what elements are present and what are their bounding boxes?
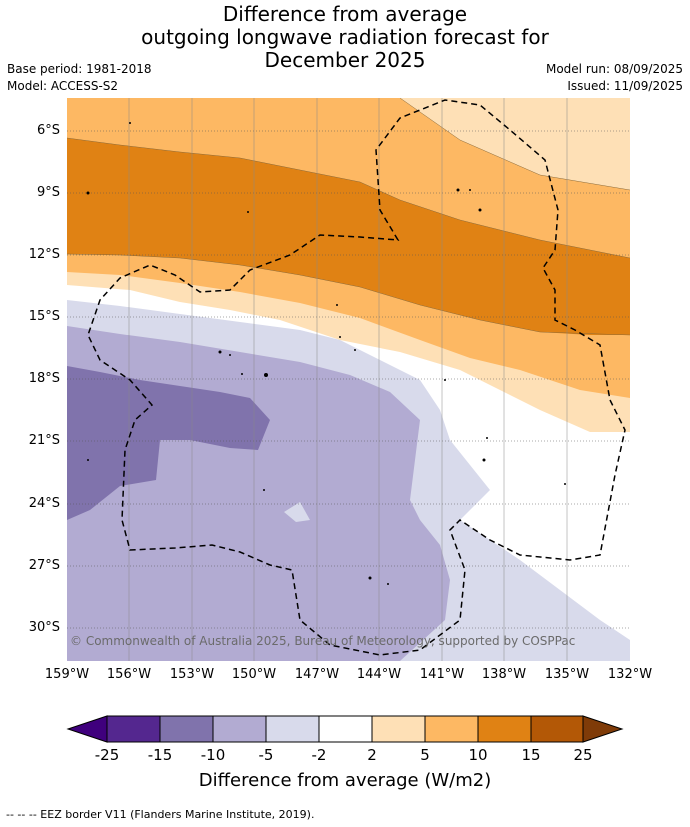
model-run: Model run: 08/09/2025 bbox=[545, 62, 683, 76]
colorbar bbox=[66, 715, 624, 743]
colorbar-tick: -10 bbox=[200, 746, 226, 764]
anomaly-field bbox=[67, 98, 630, 661]
colorbar-tick: 15 bbox=[521, 746, 541, 764]
lon-label: 132°W bbox=[607, 667, 653, 682]
lon-label: 150°W bbox=[231, 667, 277, 682]
base-period: Base period: 1981-2018 bbox=[7, 62, 152, 76]
lat-label: 30°S bbox=[28, 620, 60, 635]
lat-label: 24°S bbox=[28, 496, 60, 511]
eez-legend-footnote: -- -- -- EEZ border V11 (Flanders Marine… bbox=[6, 808, 315, 821]
colorbar-title: Difference from average (W/m2) bbox=[198, 770, 492, 791]
lon-label: 144°W bbox=[356, 667, 402, 682]
lat-label: 27°S bbox=[28, 558, 60, 573]
lon-label: 159°W bbox=[44, 667, 90, 682]
colorbar-tick: 5 bbox=[420, 746, 430, 764]
copyright-notice: © Commonwealth of Australia 2025, Bureau… bbox=[70, 634, 576, 648]
title-line-3: December 2025 bbox=[264, 48, 426, 72]
lat-label: 15°S bbox=[28, 309, 60, 324]
colorbar-tick: -5 bbox=[258, 746, 274, 764]
colorbar-tick: 2 bbox=[367, 746, 377, 764]
lon-label: 138°W bbox=[481, 667, 527, 682]
islands bbox=[86, 122, 566, 585]
lon-label: 156°W bbox=[106, 667, 152, 682]
colorbar-tick: 10 bbox=[468, 746, 488, 764]
lat-label: 18°S bbox=[28, 371, 60, 386]
lon-label: 153°W bbox=[169, 667, 215, 682]
lat-label: 9°S bbox=[36, 185, 60, 200]
colorbar-tick: 25 bbox=[573, 746, 593, 764]
lat-label: 6°S bbox=[36, 123, 60, 138]
lat-label: 21°S bbox=[28, 433, 60, 448]
lon-label: 135°W bbox=[544, 667, 590, 682]
colorbar-tick: -25 bbox=[94, 746, 120, 764]
model-name: Model: ACCESS-S2 bbox=[7, 79, 119, 93]
lat-label: 12°S bbox=[28, 247, 60, 262]
colorbar-tick: -15 bbox=[147, 746, 173, 764]
lon-label: 141°W bbox=[419, 667, 465, 682]
title-line-2: outgoing longwave radiation forecast for bbox=[141, 25, 549, 49]
colorbar-tick: -2 bbox=[311, 746, 327, 764]
title-line-1: Difference from average bbox=[222, 2, 468, 26]
eez-border bbox=[87, 99, 626, 656]
lon-label: 147°W bbox=[294, 667, 340, 682]
issued-date: Issued: 11/09/2025 bbox=[567, 79, 683, 93]
